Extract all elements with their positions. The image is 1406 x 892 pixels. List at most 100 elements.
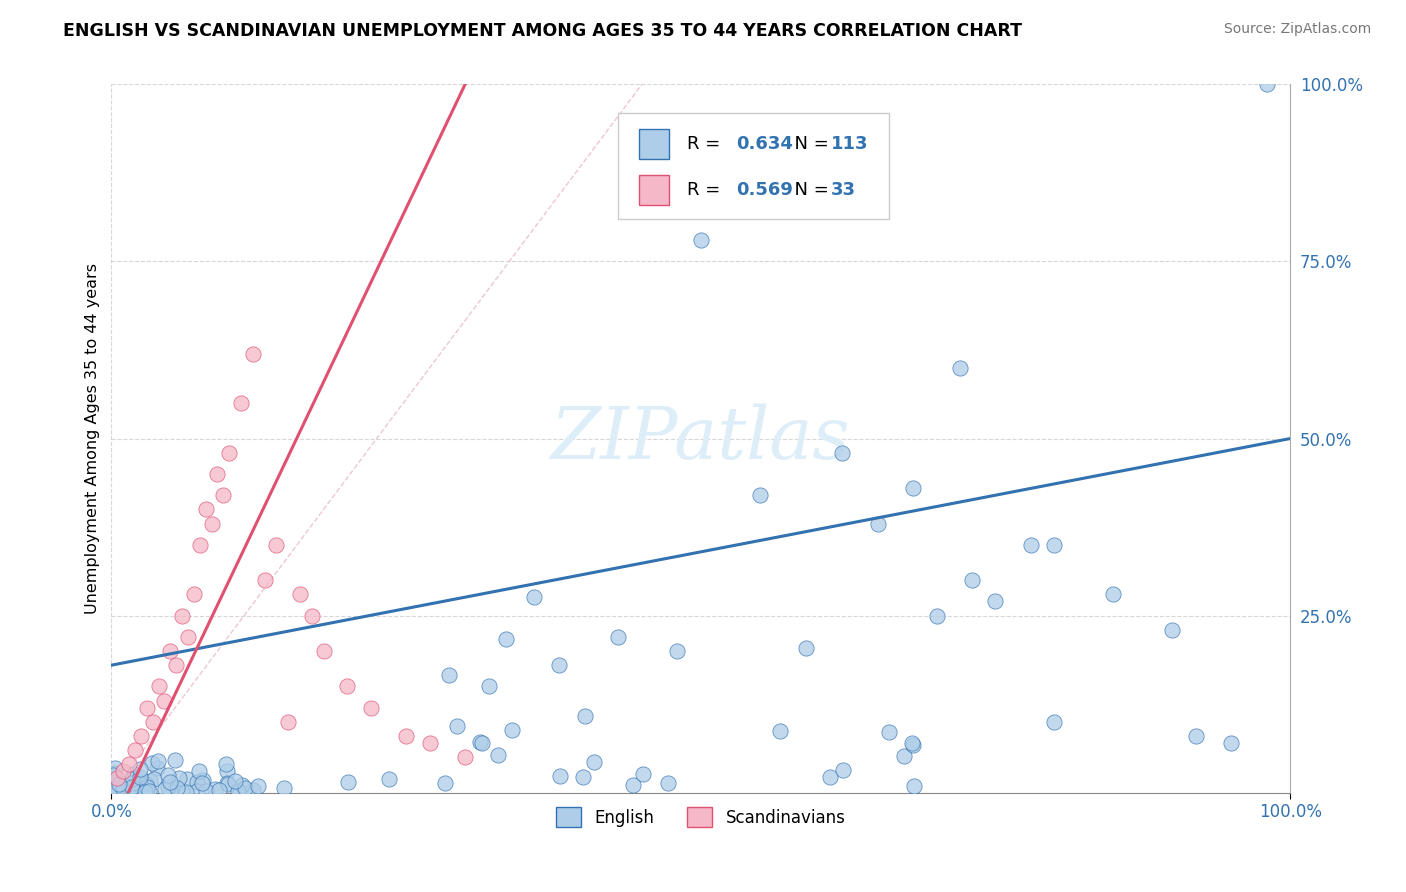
Point — [215, 776, 238, 790]
Point — [253, 573, 276, 587]
Point — [134, 785, 156, 799]
Point — [419, 736, 441, 750]
Point — [103, 781, 125, 796]
Point — [901, 738, 924, 752]
Point — [1019, 538, 1042, 552]
Point — [832, 763, 855, 777]
Point — [165, 753, 187, 767]
Y-axis label: Unemployment Among Ages 35 to 44 years: Unemployment Among Ages 35 to 44 years — [86, 263, 100, 614]
Point — [124, 743, 146, 757]
Point — [224, 773, 246, 788]
Point — [550, 768, 572, 782]
Point — [165, 658, 187, 673]
Text: N =: N = — [783, 181, 835, 199]
Point — [377, 772, 399, 787]
Point — [312, 644, 335, 658]
Point — [231, 779, 253, 793]
Point — [395, 729, 418, 743]
Point — [131, 780, 153, 794]
Point — [135, 781, 157, 796]
Point — [1161, 623, 1184, 637]
Point — [191, 776, 214, 790]
Point — [454, 750, 477, 764]
Point — [157, 768, 180, 782]
Point — [212, 488, 235, 502]
Text: ENGLISH VS SCANDINAVIAN UNEMPLOYMENT AMONG AGES 35 TO 44 YEARS CORRELATION CHART: ENGLISH VS SCANDINAVIAN UNEMPLOYMENT AMO… — [63, 22, 1022, 40]
Point — [548, 658, 571, 673]
Point — [1220, 736, 1243, 750]
Point — [666, 644, 689, 658]
Point — [139, 774, 162, 789]
Text: 0.569: 0.569 — [737, 181, 793, 199]
Point — [301, 608, 323, 623]
Point — [148, 680, 170, 694]
Point — [336, 775, 359, 789]
Point — [105, 785, 128, 799]
Point — [201, 516, 224, 531]
Text: R =: R = — [686, 135, 725, 153]
Point — [177, 630, 200, 644]
Point — [336, 680, 359, 694]
Point — [893, 748, 915, 763]
Point — [571, 770, 593, 784]
Point — [288, 587, 311, 601]
Point — [266, 538, 288, 552]
Point — [439, 668, 461, 682]
Point — [112, 764, 135, 779]
Point — [215, 764, 238, 779]
Point — [229, 396, 252, 410]
Point — [925, 608, 948, 623]
Point — [122, 775, 145, 789]
Point — [165, 784, 187, 798]
Point — [136, 781, 159, 796]
Point — [468, 735, 491, 749]
Point — [153, 693, 176, 707]
Point — [194, 784, 217, 798]
Point — [108, 776, 131, 790]
Point — [631, 767, 654, 781]
Point — [1185, 729, 1208, 743]
FancyBboxPatch shape — [640, 129, 669, 159]
Point — [228, 785, 250, 799]
Text: R =: R = — [686, 181, 725, 199]
Point — [159, 644, 181, 658]
Point — [233, 780, 256, 795]
Point — [103, 766, 125, 780]
Text: 0.634: 0.634 — [737, 135, 793, 153]
Text: 113: 113 — [831, 135, 868, 153]
Point — [129, 777, 152, 791]
Point — [478, 680, 501, 694]
Point — [207, 783, 229, 797]
Point — [141, 756, 163, 770]
Point — [104, 762, 127, 776]
Point — [866, 516, 889, 531]
Point — [121, 782, 143, 797]
Point — [247, 779, 270, 793]
Legend: English, Scandinavians: English, Scandinavians — [550, 800, 852, 834]
Point — [129, 729, 152, 743]
FancyBboxPatch shape — [640, 175, 669, 205]
Point — [176, 772, 198, 787]
Point — [121, 775, 143, 789]
Point — [186, 775, 208, 789]
Point — [103, 768, 125, 782]
Point — [273, 780, 295, 795]
Point — [960, 573, 983, 587]
Point — [877, 725, 900, 739]
Point — [748, 488, 770, 502]
Text: N =: N = — [783, 135, 835, 153]
Point — [121, 780, 143, 794]
Point — [112, 782, 135, 797]
Point — [111, 777, 134, 791]
Point — [124, 766, 146, 780]
Point — [949, 360, 972, 375]
Point — [1256, 78, 1278, 92]
Point — [501, 723, 523, 737]
Point — [446, 718, 468, 732]
Point — [172, 785, 194, 799]
Point — [128, 762, 150, 776]
Text: 33: 33 — [831, 181, 855, 199]
Point — [135, 700, 157, 714]
Point — [1043, 714, 1066, 729]
Point — [486, 748, 509, 763]
